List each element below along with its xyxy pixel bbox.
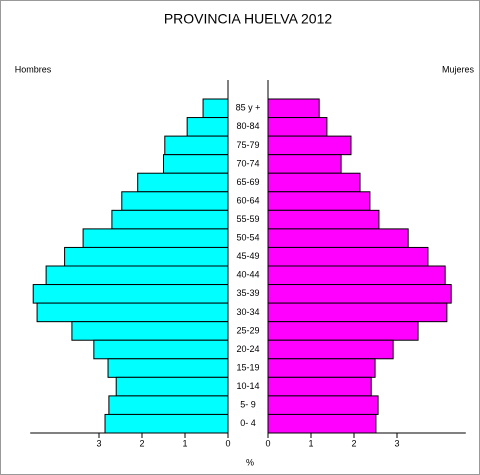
bar [186, 117, 229, 137]
bar [267, 154, 342, 174]
category-label: 75-79 [236, 140, 259, 150]
category-label: 55-59 [236, 214, 259, 224]
x-tick-label: 2 [351, 438, 356, 448]
category-label: 30-34 [236, 307, 259, 317]
bar [267, 191, 371, 211]
category-label: 0- 4 [240, 418, 256, 428]
bar [267, 98, 320, 119]
bar [267, 117, 328, 137]
category-label: 65-69 [236, 177, 259, 187]
bar [267, 339, 394, 360]
bar [108, 395, 229, 415]
bar [137, 172, 229, 193]
bar [267, 265, 446, 286]
bar [267, 209, 380, 230]
x-tick-label: 1 [308, 438, 313, 448]
category-label: 15-19 [236, 362, 259, 372]
bar [267, 302, 448, 323]
bar [164, 135, 229, 156]
category-label: 25-29 [236, 325, 259, 335]
category-label: 20-24 [236, 344, 259, 354]
bar [71, 321, 229, 341]
x-tick-label: 3 [394, 438, 399, 448]
category-label: 45-49 [236, 251, 259, 261]
bar [107, 358, 229, 378]
category-label: 80-84 [236, 121, 259, 131]
x-tick-label: 0 [265, 438, 270, 448]
bar [267, 172, 361, 193]
bar [267, 284, 452, 304]
category-label: 40-44 [236, 270, 259, 280]
x-tick-label: 2 [139, 438, 144, 448]
category-label: 10-14 [236, 381, 259, 391]
bar [202, 98, 229, 119]
x-tick-label: 0 [225, 438, 230, 448]
x-axis-label: % [246, 457, 254, 467]
left-label: Hombres [15, 64, 52, 74]
category-label: 50-54 [236, 233, 259, 243]
bar [104, 413, 229, 434]
category-label: 85 y + [236, 103, 261, 113]
bar [45, 265, 229, 286]
bar [267, 135, 352, 156]
x-tick-label: 3 [96, 438, 101, 448]
bar [267, 321, 419, 341]
bar [163, 154, 229, 174]
bar [267, 395, 379, 415]
bar [82, 228, 229, 248]
bar [267, 413, 377, 434]
chart-title: PROVINCIA HUELVA 2012 [164, 11, 333, 27]
bar [121, 191, 229, 211]
bar [267, 358, 376, 378]
bar [93, 339, 229, 360]
bar [111, 209, 229, 230]
bar [267, 376, 372, 397]
bar [32, 284, 229, 304]
bar [115, 376, 229, 397]
bar [267, 228, 409, 248]
category-label: 5- 9 [240, 400, 256, 410]
bar [267, 246, 429, 267]
x-tick-label: 1 [182, 438, 187, 448]
bar [64, 246, 229, 267]
category-label: 60-64 [236, 195, 259, 205]
category-label: 70-74 [236, 158, 259, 168]
bar [36, 302, 229, 323]
category-label: 35-39 [236, 288, 259, 298]
right-label: Mujeres [442, 64, 475, 74]
